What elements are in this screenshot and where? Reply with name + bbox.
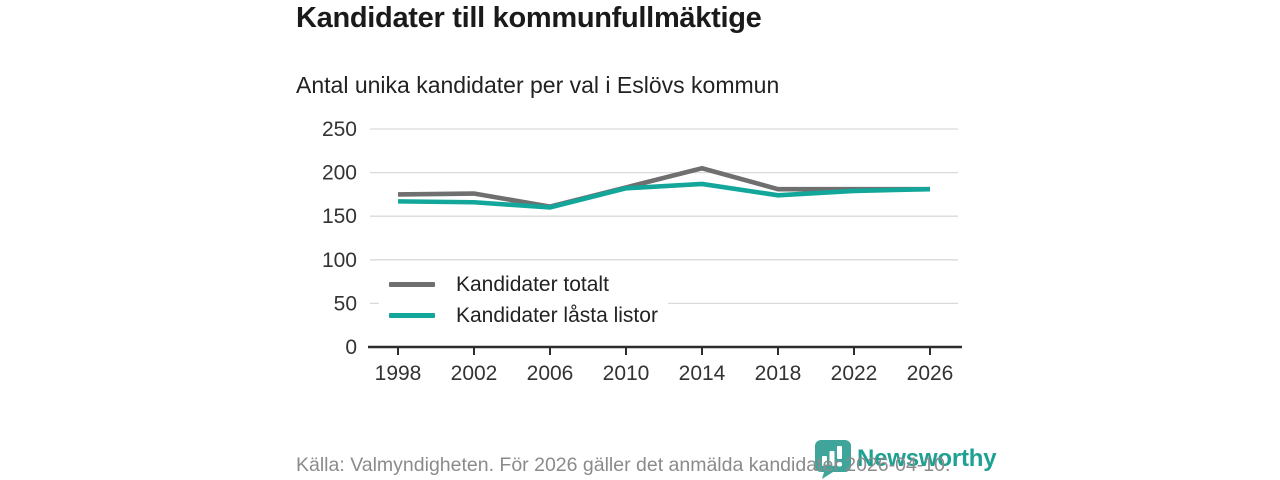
y-tick-label: 50: [334, 292, 357, 315]
page-subtitle: Antal unika kandidater per val i Eslövs …: [296, 72, 780, 98]
legend-label-total: Kandidater totalt: [456, 272, 609, 296]
series-line-locked-lists: [397, 181, 931, 210]
y-tick-label: 150: [322, 205, 357, 228]
y-tick-label: 0: [345, 336, 357, 359]
x-tick-label: 2006: [527, 362, 574, 385]
x-tick-label: 2026: [907, 362, 954, 385]
x-tick-label: 1998: [375, 362, 422, 385]
chart-legend: Kandidater totalt Kandidater låsta listo…: [379, 267, 668, 333]
x-tick-label: 2022: [831, 362, 878, 385]
newsworthy-wordmark: Newsworthy: [857, 444, 997, 472]
legend-item-locked-lists: Kandidater låsta listor: [389, 300, 658, 331]
x-tick-label: 2018: [755, 362, 802, 385]
y-tick-label: 200: [322, 162, 357, 185]
page-title: Kandidater till kommunfullmäktige: [296, 2, 762, 34]
legend-label-locked-lists: Kandidater låsta listor: [456, 303, 658, 327]
source-note: Källa: Valmyndigheten. För 2026 gäller d…: [296, 454, 951, 476]
x-tick-label: 2010: [603, 362, 650, 385]
newsworthy-logo: Newsworthy: [811, 438, 997, 479]
series-line-total: [397, 165, 930, 209]
legend-item-total: Kandidater totalt: [389, 269, 658, 300]
legend-swatch-total: [389, 282, 435, 287]
x-tick-label: 2002: [451, 362, 498, 385]
legend-swatch-locked-lists: [389, 313, 435, 318]
speech-bubble-bar-chart-icon: [815, 440, 851, 479]
x-tick-label: 2014: [679, 362, 726, 385]
y-tick-label: 100: [322, 249, 357, 272]
y-tick-label: 250: [322, 118, 357, 141]
